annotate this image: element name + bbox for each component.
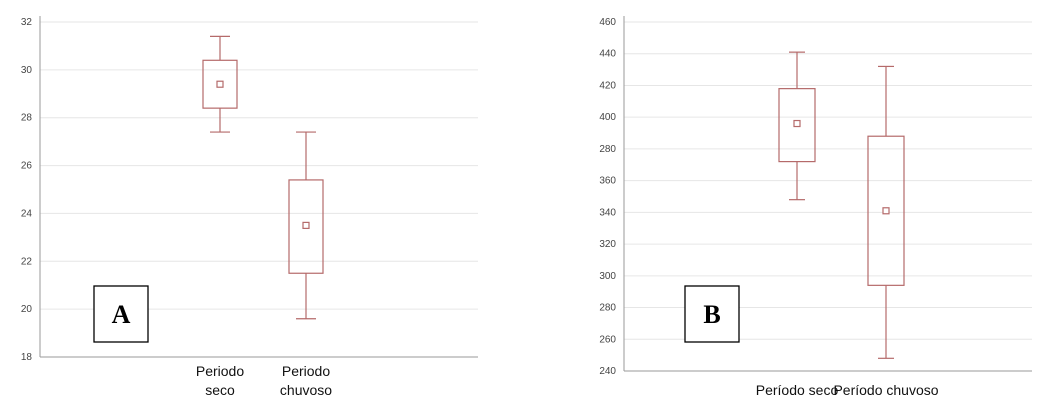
- y-tick-label: 20: [21, 304, 33, 315]
- box: [778, 88, 816, 163]
- box: [867, 135, 905, 286]
- y-tick-label: 280: [599, 303, 616, 314]
- y-tick-label: 300: [599, 271, 616, 282]
- x-category-label: Período chuvoso: [833, 382, 938, 398]
- y-tick-label: 30: [21, 65, 33, 76]
- y-tick-label: 260: [599, 334, 616, 345]
- x-category-label: Período seco: [756, 382, 839, 398]
- y-tick-label: 24: [21, 208, 33, 219]
- center-marker: [302, 221, 310, 229]
- y-tick-label: 400: [599, 112, 616, 123]
- y-tick-label: 460: [599, 17, 616, 28]
- center-marker: [793, 119, 801, 128]
- x-category-label: Periodo: [196, 363, 244, 379]
- box: [288, 179, 324, 274]
- center-marker: [216, 80, 224, 88]
- y-tick-label: 340: [599, 207, 616, 218]
- panel-label: A: [112, 300, 131, 329]
- y-tick-label: 32: [21, 17, 33, 28]
- y-tick-label: 240: [599, 366, 616, 377]
- panel-label: B: [703, 300, 720, 329]
- y-tick-label: 28: [21, 113, 33, 124]
- y-tick-label: 360: [599, 176, 616, 187]
- y-tick-label: 320: [599, 239, 616, 250]
- x-category-label: Periodo: [282, 363, 330, 379]
- y-tick-label: 420: [599, 80, 616, 91]
- y-tick-label: 22: [21, 256, 33, 267]
- y-tick-label: 18: [21, 352, 33, 363]
- y-tick-label: 280: [599, 144, 616, 155]
- y-tick-label: 440: [599, 49, 616, 60]
- panel-label-box: [93, 285, 149, 343]
- box: [202, 59, 238, 109]
- center-marker: [882, 207, 890, 215]
- panel-label-box: [684, 285, 740, 343]
- y-tick-label: 26: [21, 161, 33, 172]
- x-category-label: seco: [205, 382, 235, 398]
- x-category-label: chuvoso: [280, 382, 332, 398]
